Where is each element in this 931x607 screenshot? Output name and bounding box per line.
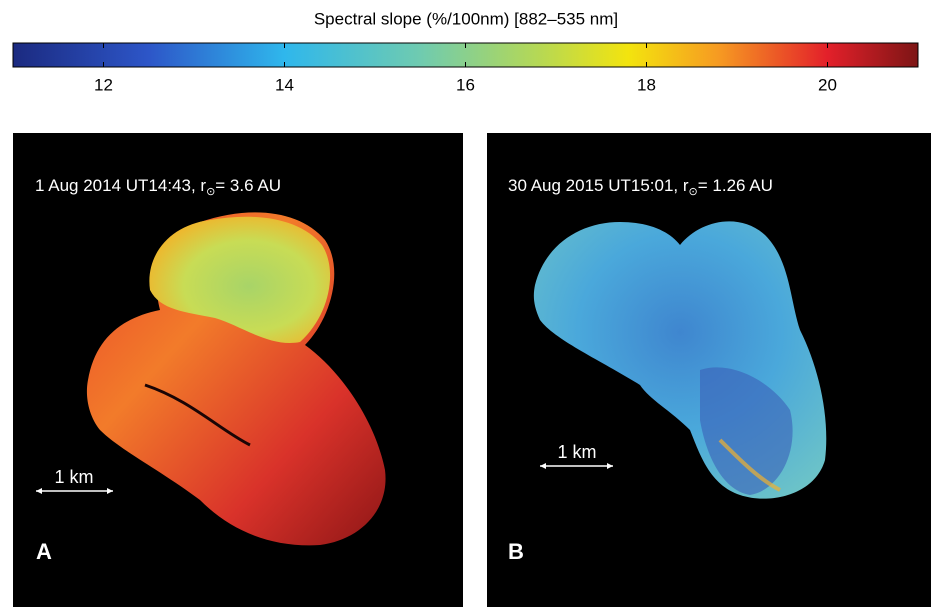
caption: 30 Aug 2015 UT15:01, r⊙= 1.26 AU xyxy=(508,176,773,197)
colorbar-label: Spectral slope (%/100nm) [882–535 nm] xyxy=(314,9,618,28)
scale-label: 1 km xyxy=(54,467,93,487)
tick-label: 16 xyxy=(456,75,475,94)
shadow xyxy=(144,383,251,447)
tick-label: 12 xyxy=(94,75,113,94)
tick-label: 14 xyxy=(275,75,294,94)
comet-b-shade xyxy=(700,367,793,495)
tick-label: 20 xyxy=(818,75,837,94)
caption: 1 Aug 2014 UT14:43, r⊙= 3.6 AU xyxy=(35,176,281,197)
panel-letter: B xyxy=(508,539,524,564)
panel-letter: A xyxy=(36,539,52,564)
comet-a-head xyxy=(149,216,331,343)
scale-label: 1 km xyxy=(557,442,596,462)
highlight xyxy=(718,438,781,492)
tick-label: 18 xyxy=(637,75,656,94)
